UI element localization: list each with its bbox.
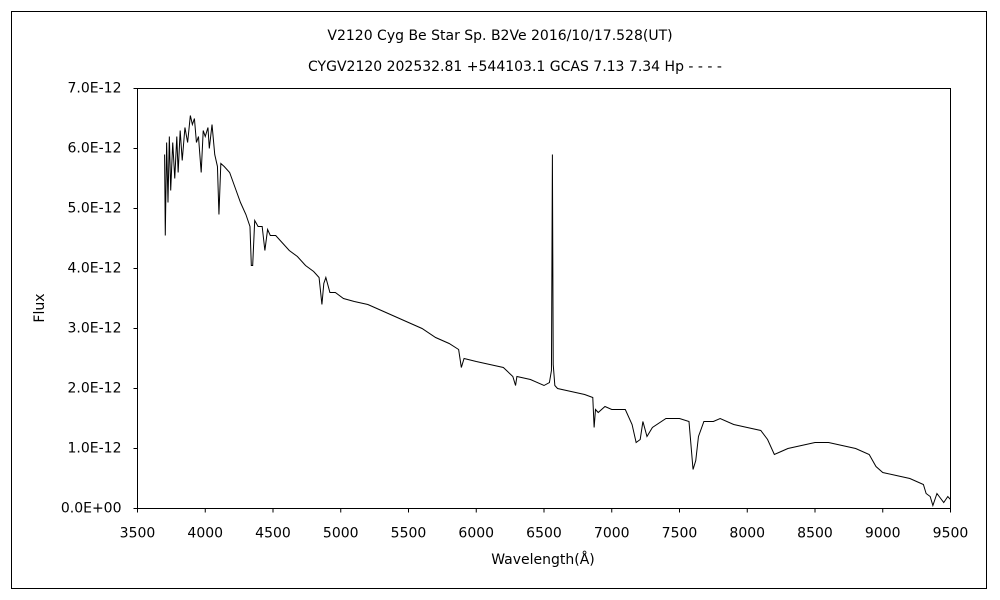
- x-axis-label: Wavelength(Å): [491, 551, 595, 568]
- y-tick-label: 5.0E-12: [68, 201, 122, 217]
- y-tick-label: 6.0E-12: [68, 141, 122, 157]
- x-tick-label: 6000: [458, 526, 494, 542]
- x-tick-label: 4500: [255, 526, 291, 542]
- x-tick-label: 8000: [729, 526, 765, 542]
- y-tick-label: 7.0E-12: [68, 81, 122, 97]
- x-tick-label: 6500: [526, 526, 562, 542]
- x-tick-label: 7000: [594, 526, 630, 542]
- x-tick-label: 4000: [187, 526, 223, 542]
- y-tick-label: 3.0E-12: [68, 321, 122, 337]
- y-tick-label: 1.0E-12: [68, 441, 122, 457]
- x-tick-label: 3500: [120, 526, 156, 542]
- y-tick-label: 2.0E-12: [68, 381, 122, 397]
- y-tick-label: 0.0E+00: [61, 501, 122, 517]
- x-tick-label: 5500: [391, 526, 427, 542]
- chart-border: [11, 11, 987, 589]
- x-tick-label: 5000: [323, 526, 359, 542]
- y-tick-label: 4.0E-12: [68, 261, 122, 277]
- spectrum-line: [164, 115, 951, 508]
- chart-title: V2120 Cyg Be Star Sp. B2Ve 2016/10/17.52…: [327, 28, 672, 44]
- x-tick-label: 9000: [865, 526, 901, 542]
- x-tick-label: 8500: [797, 526, 833, 542]
- x-tick-label: 7500: [662, 526, 698, 542]
- x-tick-label: 9500: [933, 526, 969, 542]
- chart-subtitle: CYGV2120 202532.81 +544103.1 GCAS 7.13 7…: [308, 59, 722, 75]
- y-axis-label: Flux: [32, 293, 48, 322]
